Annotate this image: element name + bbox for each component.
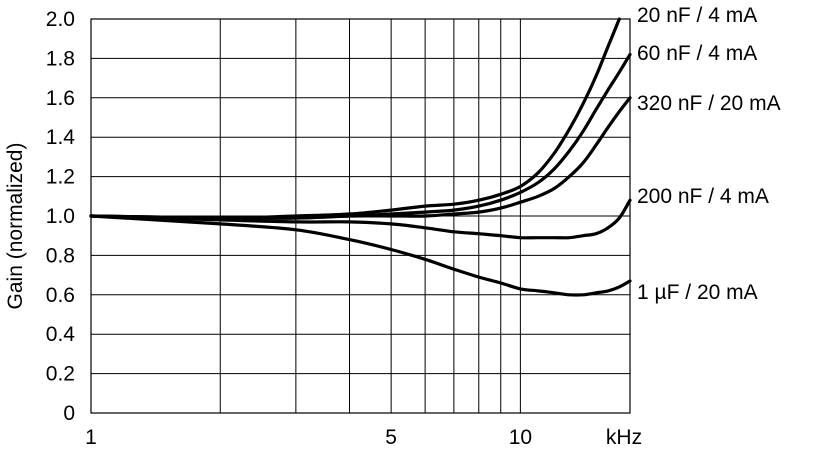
x-tick-labels: 1 5 10 [85,426,532,449]
series-lines [89,17,632,297]
y-tick-labels: 0 0.2 0.4 0.6 0.8 1.0 1.2 1.4 1.6 1.8 2.0 [46,8,76,425]
series-label-320-nf-20-ma: 320 nF / 20 mA [637,92,781,115]
series-label-60-nf-4-ma: 60 nF / 4 mA [637,42,757,65]
series-line-1-f-20-ma [89,214,632,297]
y-tick-label: 0.6 [46,284,75,307]
series-line-20-nf-4-ma [89,17,621,220]
y-tick-label: 1.2 [46,166,75,189]
series-line-200-nf-4-ma [89,198,632,240]
series-label-1-f-20-ma: 1 µF / 20 mA [637,281,758,304]
series-label-20-nf-4-ma: 20 nF / 4 mA [637,4,757,27]
series-line-60-nf-4-ma [89,52,632,220]
y-tick-label: 1.6 [46,87,75,110]
x-axis-unit: kHz [606,426,642,449]
y-tick-label: 0.2 [46,363,75,386]
x-tick-label: 5 [385,426,397,449]
x-tick-label: 1 [85,426,97,449]
y-tick-label: 1.0 [46,205,75,228]
y-tick-label: 0.4 [46,323,76,346]
x-tick-label: 10 [509,426,532,449]
series-label-200-nf-4-ma: 200 nF / 4 mA [637,185,769,208]
y-tick-label: 2.0 [46,8,75,31]
series-line-320-nf-20-ma [89,96,632,220]
y-tick-label: 0 [63,402,75,425]
y-tick-label: 1.4 [46,126,76,149]
y-tick-label: 1.8 [46,47,75,70]
series-labels: 20 nF / 4 mA 60 nF / 4 mA 320 nF / 20 mA 20… [637,4,781,304]
y-axis-title: Gain (normalized) [4,143,27,310]
y-tick-label: 0.8 [46,244,75,267]
